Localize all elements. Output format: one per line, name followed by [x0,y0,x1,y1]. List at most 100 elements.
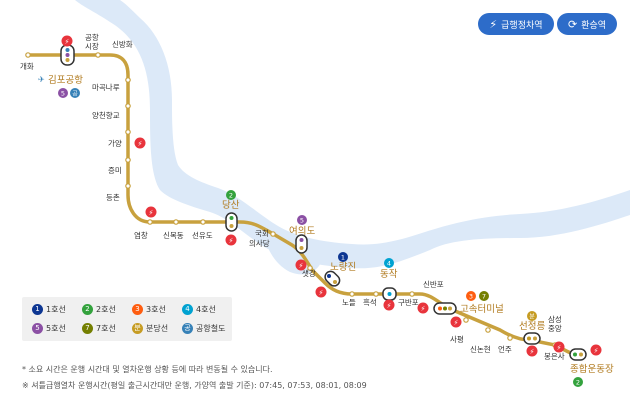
station-sapyeong: 사평 [450,334,464,344]
express-stop-icon: ⚡ [315,286,327,298]
station-dot[interactable] [485,327,491,333]
station-express-bus-terminal: 고속터미널 [460,304,504,315]
transfer-seonjeongneung[interactable] [523,332,541,345]
svg-text:5: 5 [61,90,65,98]
transfer-station-button[interactable]: ⟳ 환승역 [557,13,617,35]
express-stop-icon: ⚡ [145,206,157,218]
legend-label: 7호선 [96,324,116,333]
legend-item: 분 분당선 [132,323,168,334]
svg-text:⚡: ⚡ [229,237,234,245]
station-dot[interactable] [125,77,131,83]
station-dot[interactable] [349,291,355,297]
transfer-dangsan[interactable] [225,212,238,232]
svg-text:⚡: ⚡ [149,209,154,217]
station-ticks [25,52,558,348]
line9-track [26,53,582,357]
station-dot[interactable] [409,291,415,297]
svg-text:⚡: ⚡ [138,140,143,148]
line-badges: 5 공 2 5 1 4 3 7 분 2 [58,88,583,387]
transfer-dongjak[interactable] [382,287,397,301]
svg-text:1: 1 [341,254,345,262]
station-dangsan: 당산 [222,200,240,211]
station-noryangjin: 노량진 [330,261,356,273]
legend-item: 5 5호선 [32,323,66,334]
station-gimpo-airport: 김포공항 [48,74,83,86]
shuttle-express-note: ※ 셔틀급행열차 운행시간(평일 출근시간대만 운행, 가양역 출발 기준): … [22,381,367,390]
express-stop-icon: ⚡ [61,35,73,47]
express-markers: ⚡ ⚡ ⚡ ⚡ ⚡ ⚡ ⚡ ⚡ ⚡ ⚡ ⚡ ⚡ [61,35,602,357]
line-legend: 1 1호선 2 2호선 3 3호선 4 4호선 5 5호선 7 7호선 분 분당선 공 공항철도 [22,297,232,341]
svg-text:분: 분 [529,314,535,321]
station-dot[interactable] [125,183,131,189]
station-sinbanghwa: 신방화 [112,39,133,49]
station-heukseok: 흑석 [363,297,377,307]
svg-text:⚡: ⚡ [65,38,70,46]
transfer-gimpo[interactable] [60,44,75,66]
station-dot[interactable] [147,219,153,225]
express-stop-icon: ⚡ [590,344,602,356]
station-dongjak: 동작 [380,269,398,280]
station-deungchon: 등촌 [106,193,120,202]
lightning-icon: ⚡ [489,17,498,31]
station-dot[interactable] [125,129,131,135]
legend-item: 4 4호선 [182,304,216,315]
station-dot[interactable] [463,317,469,323]
station-seonjeongneung: 선정릉 [519,321,545,332]
station-dot[interactable] [95,52,101,58]
station-dot[interactable] [125,157,131,163]
river-upper [195,0,630,222]
legend-item: 7 7호선 [82,323,116,334]
station-dot[interactable] [173,219,179,225]
express-stop-icon: ⚡ [526,345,538,357]
airplane-icon: ✈ [38,75,45,84]
svg-text:2: 2 [229,192,233,200]
station-gayang: 가양 [108,139,122,148]
express-station-label: 급행정차역 [501,20,543,31]
station-dot[interactable] [25,52,31,58]
line-badge-icon: 7 [82,323,93,334]
express-station-button[interactable]: ⚡ 급행정차역 [478,13,554,35]
express-stop-icon: ⚡ [134,137,146,149]
express-stop-icon: ⚡ [450,316,462,328]
transfer-yeouido[interactable] [295,234,308,254]
legend-label: 4호선 [196,305,216,314]
refresh-icon: ⟳ [567,17,578,31]
line-badge-icon: 5 [32,323,43,334]
station-gubanpo: 구반포 [398,298,419,307]
svg-text:3: 3 [469,293,473,301]
express-stop-icon: ⚡ [553,341,565,353]
station-dot[interactable] [507,335,513,341]
station-sinmokdong: 신목동 [163,231,184,240]
station-seonyudo: 선유도 [192,231,213,240]
station-dot[interactable] [200,219,206,225]
station-dot[interactable] [270,231,276,237]
svg-text:공: 공 [72,91,78,98]
station-dot[interactable] [373,291,379,297]
station-dot[interactable] [125,103,131,109]
svg-text:4: 4 [387,260,391,268]
svg-text:⚡: ⚡ [530,348,535,356]
station-saetgang: 샛강 [302,268,316,278]
legend-label: 3호선 [146,305,166,314]
transfer-sports-complex[interactable] [569,348,587,361]
legend-label: 분당선 [146,324,169,333]
station-yeomchang: 염창 [134,231,148,240]
station-dot[interactable] [307,265,313,271]
legend-item: 3 3호선 [132,304,166,315]
station-national-assembly-1: 국회 [255,229,269,238]
line-badge-icon: 3 [132,304,143,315]
transfer-noryangjin[interactable] [323,269,342,288]
station-labels: 개화 김포공항 공항 시장 신방화 마곡나루 양천향교 가양 증미 등촌 염창 … [20,33,614,375]
travel-time-note: * 소요 시간은 운행 시간대 및 열차운행 상황 등에 따라 변동될 수 있습… [22,365,273,374]
station-gaehwa: 개화 [20,61,34,71]
station-nodeul: 노들 [342,298,356,307]
svg-text:⚡: ⚡ [387,302,392,310]
line-badge-icon: 공 [182,323,193,334]
legend-label: 공항철도 [196,324,226,333]
svg-text:⚡: ⚡ [557,344,562,352]
station-yangcheon-hyanggyo: 양천향교 [92,110,120,120]
station-samseong-jungang-1: 삼성 [548,314,562,324]
transfer-terminal[interactable] [433,302,457,315]
station-eonju: 언주 [498,344,512,354]
